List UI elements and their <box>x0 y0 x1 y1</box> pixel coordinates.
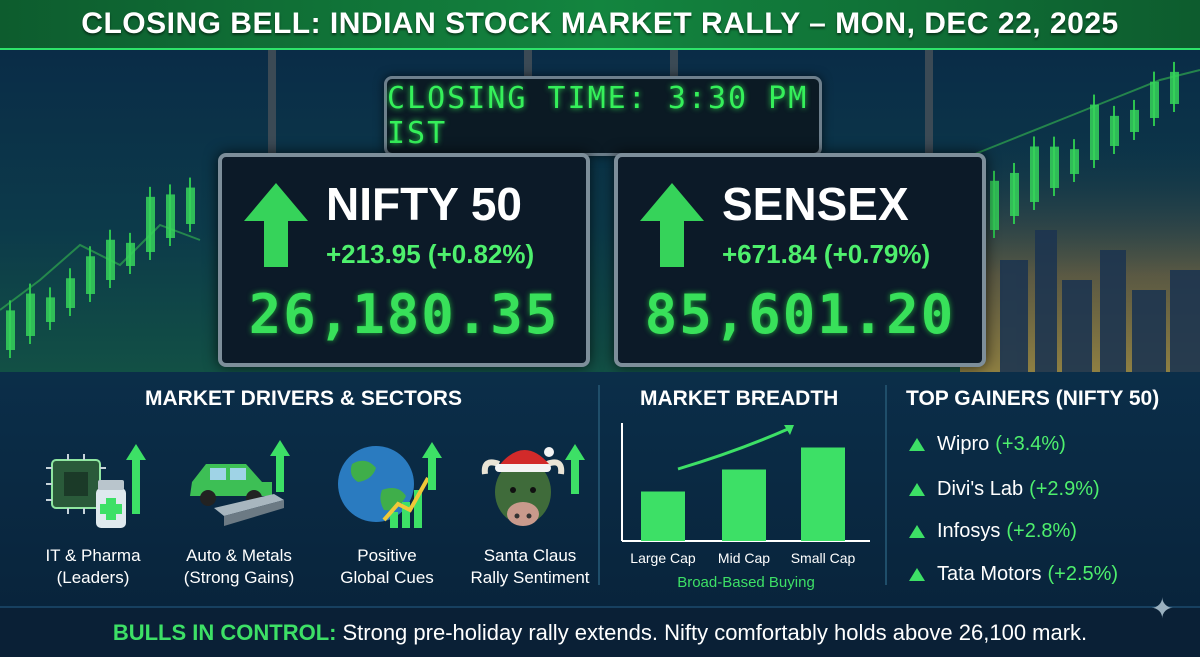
up-arrow-icon <box>640 183 704 267</box>
candle-body <box>146 196 155 252</box>
divider <box>885 385 887 585</box>
chip-pill-icon <box>46 444 146 528</box>
candle-body <box>6 310 15 350</box>
title-banner: CLOSING BELL: INDIAN STOCK MARKET RALLY … <box>0 0 1200 50</box>
gainer-item: Infosys (+2.8%) <box>905 520 1077 543</box>
gainer-name: Wipro <box>937 433 990 455</box>
globe-chart-icon <box>338 442 442 528</box>
background-candlesticks <box>0 61 1200 372</box>
gainers-title: TOP GAINERS (NIFTY 50) <box>906 387 1160 410</box>
trend-arrow <box>677 427 789 471</box>
nifty-board: NIFTY 50 +213.95 (+0.82%) 26,180.35 <box>218 153 590 367</box>
driver-it-pharma: IT & Pharma (Leaders) <box>28 434 158 589</box>
candle-body <box>86 256 95 294</box>
candle-body <box>26 293 35 336</box>
bar-label: Mid Cap <box>718 550 770 566</box>
index-change: +213.95 (+0.82%) <box>326 239 535 269</box>
gainer-pct: (+3.4%) <box>995 433 1066 455</box>
driver-sublabel: Global Cues <box>340 568 434 587</box>
driver-sublabel: (Leaders) <box>56 568 130 587</box>
candle-body <box>1050 146 1059 188</box>
candle-body <box>66 278 75 308</box>
driver-label: Positive <box>357 546 417 565</box>
candle-body <box>1150 81 1159 118</box>
index-value: 26,180.35 <box>248 283 560 346</box>
up-arrow-icon <box>244 183 308 267</box>
driver-santa-rally: Santa Claus Rally Sentiment <box>465 434 595 589</box>
trend-arrowhead <box>784 425 794 435</box>
closing-time-sign: CLOSING TIME: 3:30 PM IST <box>384 76 822 156</box>
car-steel-icon <box>190 440 290 526</box>
candle-body <box>1110 115 1119 146</box>
candle-body <box>186 187 195 224</box>
bar-label: Small Cap <box>791 550 856 566</box>
bar-small-cap <box>801 447 845 541</box>
candle-body <box>46 297 55 322</box>
index-name: NIFTY 50 <box>326 178 522 230</box>
market-breadth-chart: Large Cap Mid Cap Small Cap Broad-Based Bu… <box>621 423 870 591</box>
driver-sublabel: (Strong Gains) <box>183 568 295 587</box>
footer-ticker: BULLS IN CONTROL: Strong pre-holiday ral… <box>0 606 1200 657</box>
candle-body <box>1070 149 1079 174</box>
driver-sublabel: Rally Sentiment <box>470 568 590 587</box>
breadth-title: MARKET BREADTH <box>640 387 839 410</box>
candle-body <box>1130 109 1139 132</box>
bar-mid-cap <box>722 469 766 541</box>
index-name: SENSEX <box>722 178 909 230</box>
candle-body <box>1090 104 1099 160</box>
sign-pole <box>268 50 276 154</box>
hero-scene: CLOSING TIME: 3:30 PM IST NIFTY 50 +213.… <box>0 50 1200 372</box>
breadth-caption: Broad-Based Buying <box>677 574 815 591</box>
gainer-name: Tata Motors <box>937 563 1042 585</box>
driver-auto-metals: Auto & Metals (Strong Gains) <box>174 434 304 589</box>
sign-pole <box>925 50 933 154</box>
up-triangle-icon <box>909 483 925 496</box>
gainer-item: Tata Motors (+2.5%) <box>905 563 1118 586</box>
bull-santa-icon <box>481 444 585 526</box>
up-triangle-icon <box>909 525 925 538</box>
sparkle-icon: ✦ <box>1150 593 1174 624</box>
index-value: 85,601.20 <box>644 283 956 346</box>
driver-label: Auto & Metals <box>186 546 292 565</box>
candle-body <box>1010 172 1019 216</box>
gainer-item: Wipro (+3.4%) <box>905 433 1066 456</box>
driver-global-cues: Positive Global Cues <box>322 434 452 589</box>
up-triangle-icon <box>909 568 925 581</box>
sensex-board: SENSEX +671.84 (+0.79%) 85,601.20 <box>614 153 986 367</box>
footer-text: Strong pre-holiday rally extends. Nifty … <box>342 619 1088 645</box>
gainer-pct: (+2.5%) <box>1047 563 1119 585</box>
up-triangle-icon <box>909 438 925 451</box>
page-title: CLOSING BELL: INDIAN STOCK MARKET RALLY … <box>81 7 1119 40</box>
footer-highlight: BULLS IN CONTROL: <box>112 619 337 645</box>
candle-body <box>990 180 999 230</box>
bar-label: Large Cap <box>630 550 696 566</box>
index-change: +671.84 (+0.79%) <box>722 239 931 269</box>
gainer-name: Infosys <box>937 520 1001 542</box>
gainer-pct: (+2.9%) <box>1029 478 1100 500</box>
driver-label: Santa Claus <box>483 546 577 565</box>
gainer-item: Divi's Lab (+2.9%) <box>905 478 1100 501</box>
candle-body <box>106 239 115 280</box>
candle-body <box>126 242 135 266</box>
gainer-pct: (+2.8%) <box>1006 520 1077 542</box>
closing-time-text: CLOSING TIME: 3:30 PM IST <box>387 81 809 151</box>
drivers-title: MARKET DRIVERS & SECTORS <box>145 387 462 410</box>
divider <box>598 385 600 585</box>
candle-body <box>1030 146 1039 202</box>
candle-body <box>166 194 175 238</box>
candle-body <box>1170 71 1179 104</box>
bar-large-cap <box>641 491 685 541</box>
gainer-name: Divi's Lab <box>937 478 1024 500</box>
driver-label: IT & Pharma <box>45 546 141 565</box>
